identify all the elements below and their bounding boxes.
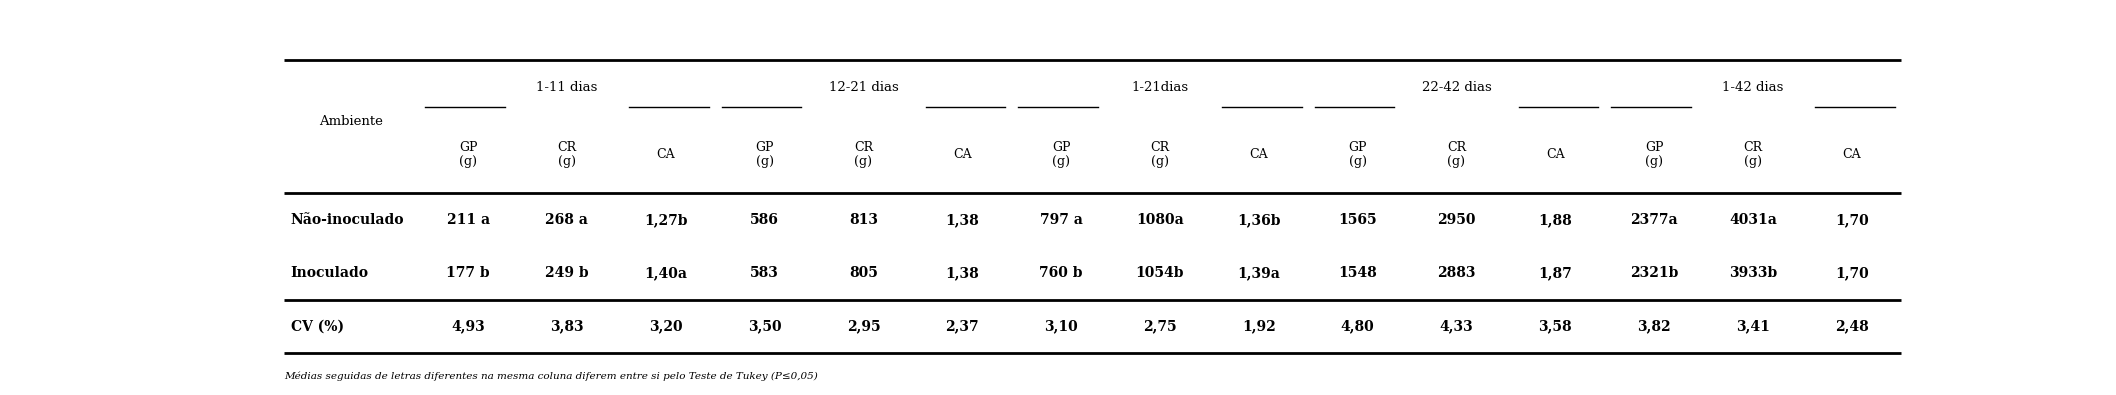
Text: 1080a: 1080a bbox=[1136, 213, 1183, 227]
Text: 1054b: 1054b bbox=[1136, 266, 1185, 280]
Text: 2,48: 2,48 bbox=[1835, 320, 1868, 333]
Text: GP
(g): GP (g) bbox=[1644, 141, 1663, 168]
Text: 1,36b: 1,36b bbox=[1238, 213, 1280, 227]
Text: CR
(g): CR (g) bbox=[1151, 141, 1170, 168]
Text: 3,41: 3,41 bbox=[1735, 320, 1769, 333]
Text: 177 b: 177 b bbox=[446, 266, 491, 280]
Text: 2,75: 2,75 bbox=[1143, 320, 1176, 333]
Text: Inoculado: Inoculado bbox=[290, 266, 368, 280]
Text: 4031a: 4031a bbox=[1729, 213, 1777, 227]
Text: 3,83: 3,83 bbox=[550, 320, 584, 333]
Text: 268 a: 268 a bbox=[546, 213, 588, 227]
Text: 797 a: 797 a bbox=[1039, 213, 1083, 227]
Text: 2950: 2950 bbox=[1437, 213, 1475, 227]
Text: 22-42 dias: 22-42 dias bbox=[1422, 81, 1492, 94]
Text: 1,87: 1,87 bbox=[1538, 266, 1572, 280]
Text: 2377a: 2377a bbox=[1629, 213, 1678, 227]
Text: Médias seguidas de letras diferentes na mesma coluna diferem entre si pelo Teste: Médias seguidas de letras diferentes na … bbox=[284, 371, 819, 381]
Text: 3,50: 3,50 bbox=[747, 320, 781, 333]
Text: 1,40a: 1,40a bbox=[643, 266, 688, 280]
Text: 2,95: 2,95 bbox=[846, 320, 880, 333]
Text: 3,20: 3,20 bbox=[650, 320, 683, 333]
Text: CV (%): CV (%) bbox=[290, 320, 345, 333]
Text: CA: CA bbox=[1248, 148, 1267, 161]
Text: CR
(g): CR (g) bbox=[855, 141, 874, 168]
Text: 1,70: 1,70 bbox=[1835, 213, 1868, 227]
Text: 3,82: 3,82 bbox=[1638, 320, 1672, 333]
Text: 1,38: 1,38 bbox=[946, 266, 980, 280]
Text: CR
(g): CR (g) bbox=[1744, 141, 1763, 168]
Text: 2,37: 2,37 bbox=[946, 320, 980, 333]
Text: 583: 583 bbox=[751, 266, 779, 280]
Text: CA: CA bbox=[952, 148, 971, 161]
Text: 1,92: 1,92 bbox=[1242, 320, 1276, 333]
Text: GP
(g): GP (g) bbox=[1348, 141, 1367, 168]
Text: 3,10: 3,10 bbox=[1043, 320, 1077, 333]
Text: 4,33: 4,33 bbox=[1439, 320, 1473, 333]
Text: 1,38: 1,38 bbox=[946, 213, 980, 227]
Text: 1,39a: 1,39a bbox=[1238, 266, 1280, 280]
Text: 4,93: 4,93 bbox=[451, 320, 485, 333]
Text: 3933b: 3933b bbox=[1729, 266, 1777, 280]
Text: 12-21 dias: 12-21 dias bbox=[829, 81, 899, 94]
Text: 1-21dias: 1-21dias bbox=[1132, 81, 1189, 94]
Text: 249 b: 249 b bbox=[546, 266, 588, 280]
Text: 4,80: 4,80 bbox=[1342, 320, 1375, 333]
Text: CA: CA bbox=[656, 148, 675, 161]
Text: 586: 586 bbox=[751, 213, 779, 227]
Text: CR
(g): CR (g) bbox=[1447, 141, 1466, 168]
Text: Não-inoculado: Não-inoculado bbox=[290, 213, 404, 227]
Text: GP
(g): GP (g) bbox=[755, 141, 774, 168]
Text: Ambiente: Ambiente bbox=[320, 115, 383, 128]
Text: 1-11 dias: 1-11 dias bbox=[535, 81, 597, 94]
Text: 1,27b: 1,27b bbox=[643, 213, 688, 227]
Text: 2321b: 2321b bbox=[1629, 266, 1678, 280]
Text: 2883: 2883 bbox=[1437, 266, 1475, 280]
Text: GP
(g): GP (g) bbox=[459, 141, 478, 168]
Text: 1-42 dias: 1-42 dias bbox=[1722, 81, 1784, 94]
Text: GP
(g): GP (g) bbox=[1052, 141, 1071, 168]
Text: 1,88: 1,88 bbox=[1538, 213, 1572, 227]
Text: 1548: 1548 bbox=[1337, 266, 1378, 280]
Text: 805: 805 bbox=[849, 266, 878, 280]
Text: CR
(g): CR (g) bbox=[557, 141, 576, 168]
Text: 211 a: 211 a bbox=[446, 213, 489, 227]
Text: 3,58: 3,58 bbox=[1538, 320, 1572, 333]
Text: 1,70: 1,70 bbox=[1835, 266, 1868, 280]
Text: 1565: 1565 bbox=[1337, 213, 1378, 227]
Text: 813: 813 bbox=[849, 213, 878, 227]
Text: 760 b: 760 b bbox=[1039, 266, 1083, 280]
Text: CA: CA bbox=[1843, 148, 1860, 161]
Text: CA: CA bbox=[1547, 148, 1564, 161]
